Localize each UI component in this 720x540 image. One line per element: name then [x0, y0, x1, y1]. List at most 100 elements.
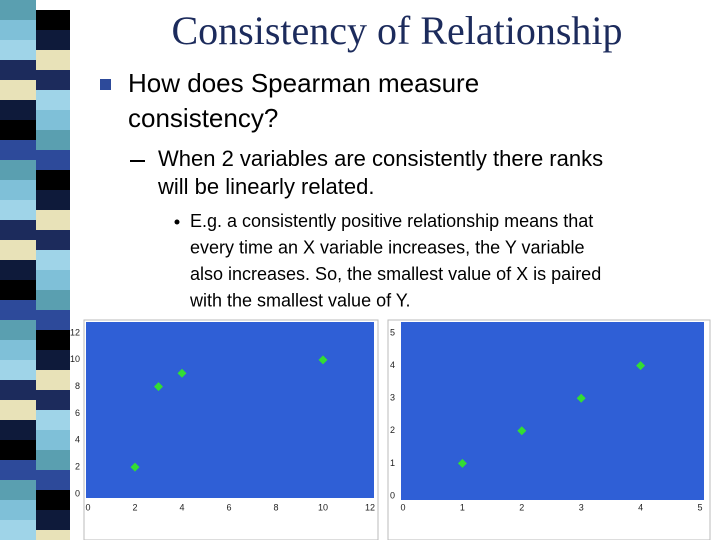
data-point	[318, 355, 328, 365]
y-tick-label: 2	[75, 462, 80, 472]
stripe-block	[0, 220, 36, 240]
stripe-block	[36, 190, 70, 210]
stripe-block	[0, 500, 36, 520]
stripe-block	[36, 390, 70, 410]
stripe-block	[0, 520, 36, 540]
stripe-block	[36, 470, 70, 490]
y-tick-label: 2	[390, 425, 395, 435]
stripe-block	[36, 70, 70, 90]
stripe-block	[0, 300, 36, 320]
stripe-block	[0, 40, 36, 60]
stripe-block	[36, 290, 70, 310]
x-tick-label: 5	[697, 502, 702, 512]
stripe-block	[36, 50, 70, 70]
x-tick-label: 12	[365, 502, 375, 512]
plot-area	[401, 322, 704, 500]
y-tick-label: 3	[390, 393, 395, 403]
stripe-block	[0, 20, 36, 40]
x-tick-label: 0	[85, 502, 90, 512]
sub-sub-bullet-text: with the smallest value of Y.	[189, 290, 410, 310]
stripe-block	[36, 530, 70, 540]
stripe-block	[36, 270, 70, 290]
stripe-block	[36, 90, 70, 110]
stripe-block	[36, 310, 70, 330]
stripe-block	[0, 280, 36, 300]
y-tick-label: 0	[75, 488, 80, 498]
stripe-block	[36, 130, 70, 150]
stripe-block	[0, 80, 36, 100]
y-tick-label: 4	[75, 435, 80, 445]
stripe-block	[36, 330, 70, 350]
x-tick-label: 8	[273, 502, 278, 512]
stripe-block	[0, 260, 36, 280]
x-tick-label: 4	[179, 502, 184, 512]
stripe-block	[0, 140, 36, 160]
data-point	[177, 368, 187, 378]
y-tick-label: 10	[70, 354, 80, 364]
data-point	[576, 393, 586, 403]
stripe-block	[0, 320, 36, 340]
plot-area	[86, 322, 374, 498]
stripe-block	[0, 100, 36, 120]
data-point	[517, 426, 527, 436]
x-tick-label: 4	[638, 502, 643, 512]
stripe-block	[0, 420, 36, 440]
stripe-block	[0, 380, 36, 400]
sub-bullet-text: When 2 variables are consistently there …	[158, 146, 603, 171]
sub-bullet-text: will be linearly related.	[157, 174, 374, 199]
decorative-stripes	[0, 0, 70, 540]
stripe-block	[0, 400, 36, 420]
x-tick-label: 2	[519, 502, 524, 512]
slide-title: Consistency of Relationship	[171, 8, 622, 53]
stripe-block	[0, 440, 36, 460]
x-tick-label: 6	[226, 502, 231, 512]
data-point	[130, 462, 140, 472]
stripe-block	[36, 110, 70, 130]
x-tick-label: 1	[460, 502, 465, 512]
x-tick-label: 10	[318, 502, 328, 512]
stripe-block	[36, 490, 70, 510]
stripe-block	[0, 340, 36, 360]
stripe-block	[0, 160, 36, 180]
stripe-block	[0, 200, 36, 220]
x-tick-label: 0	[400, 502, 405, 512]
stripe-block	[36, 10, 70, 30]
y-tick-label: 12	[70, 327, 80, 337]
stripe-block	[36, 250, 70, 270]
stripe-block	[0, 120, 36, 140]
stripe-block	[0, 60, 36, 80]
stripe-block	[0, 480, 36, 500]
stripe-block	[36, 210, 70, 230]
sub-sub-bullet-text: E.g. a consistently positive relationshi…	[190, 211, 593, 231]
stripe-block	[36, 370, 70, 390]
stripe-block	[36, 410, 70, 430]
data-point	[457, 458, 467, 468]
y-tick-label: 1	[390, 458, 395, 468]
stripe-block	[0, 460, 36, 480]
stripe-block	[36, 150, 70, 170]
x-tick-label: 2	[132, 502, 137, 512]
stripe-block	[0, 360, 36, 380]
bullet-square	[100, 79, 111, 90]
x-tick-label: 3	[579, 502, 584, 512]
data-point	[154, 382, 163, 392]
stripe-block	[36, 350, 70, 370]
sub-sub-bullet-text: also increases. So, the smallest value o…	[190, 264, 601, 284]
stripe-block	[0, 0, 36, 20]
stripe-block	[36, 510, 70, 530]
stripe-block	[0, 180, 36, 200]
stripe-block	[36, 430, 70, 450]
y-tick-label: 0	[390, 490, 395, 500]
y-tick-label: 8	[75, 381, 80, 391]
stripe-block	[36, 450, 70, 470]
stripe-block	[36, 170, 70, 190]
stripe-block	[36, 230, 70, 250]
y-tick-label: 5	[390, 327, 395, 337]
stripe-block	[0, 240, 36, 260]
y-tick-label: 4	[390, 360, 395, 370]
y-tick-label: 6	[75, 408, 80, 418]
bullet-text: How does Spearman measure	[128, 68, 479, 98]
data-point	[636, 361, 646, 371]
